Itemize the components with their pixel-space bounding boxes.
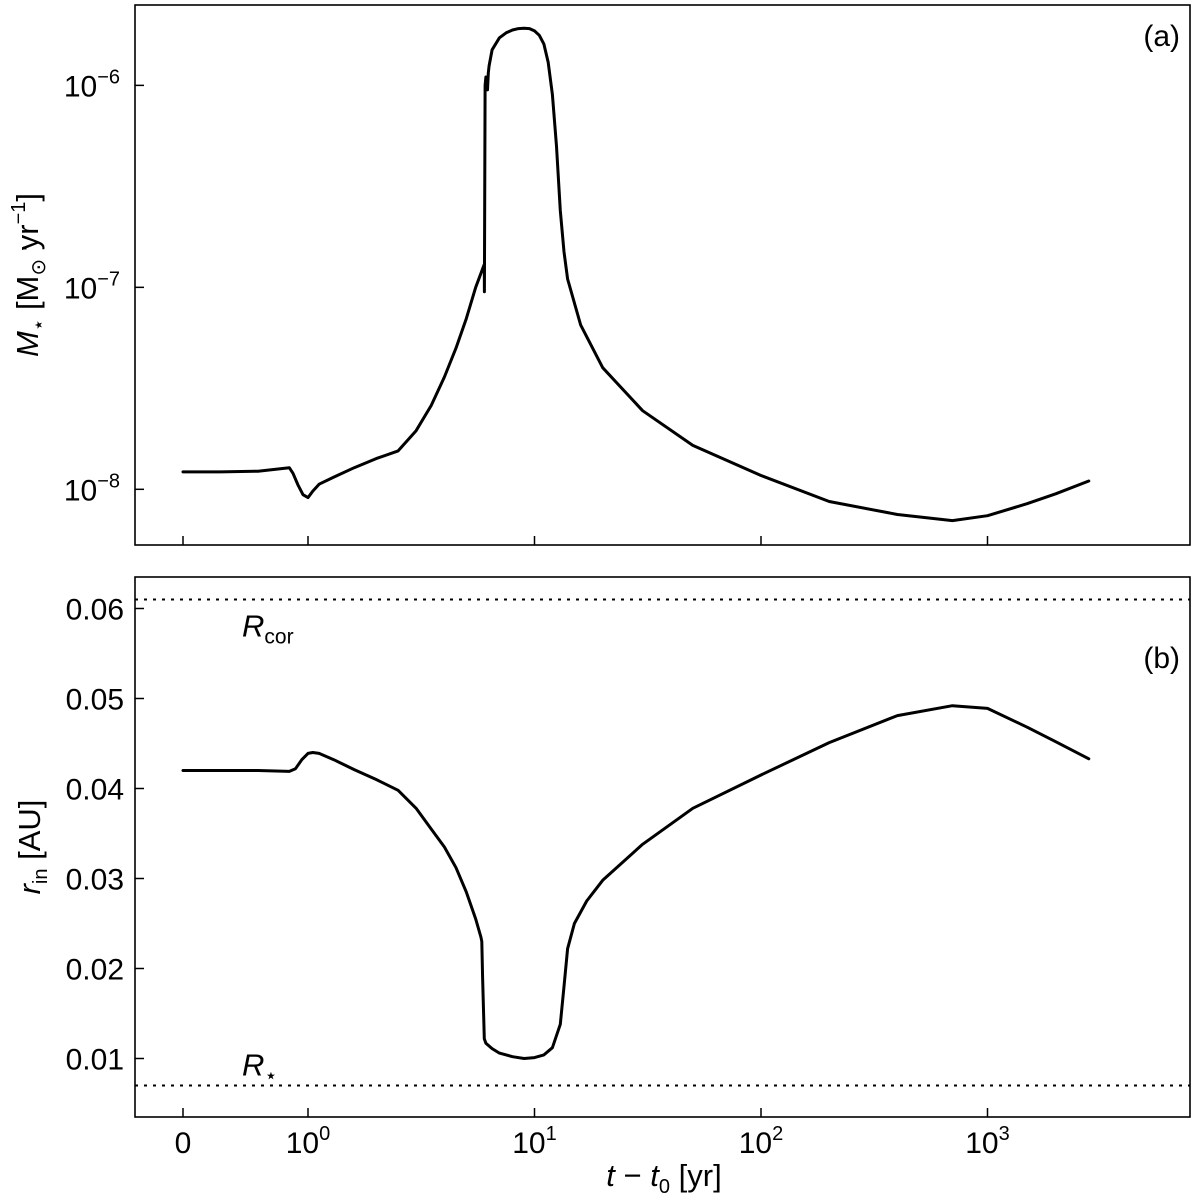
panel-a-y-tick-label: 10−8: [64, 470, 120, 507]
inner-radius-curve: [181, 704, 1091, 1060]
panel-b-x-ticks: 0 100 101 102 103: [175, 1108, 1010, 1160]
panel-b-frame: [134, 576, 1191, 1118]
panel-b-inner-radius: 0 100 101 102 103 0.01 0.02 0.03 0.04 0.05 0.06 R…: [12, 576, 1191, 1198]
panel-a-tag: (a): [1143, 20, 1180, 53]
x-axis-label: t − t0 [yr]: [606, 1158, 721, 1198]
accretion-rate-curve: [181, 26, 1091, 523]
panel-b-y-tick-label: 0.05: [66, 684, 124, 717]
panel-b-y-tick-label: 0.03: [66, 864, 124, 897]
x-tick-label: 103: [965, 1123, 1010, 1160]
panel-b-y-tick-label: 0.04: [66, 774, 124, 807]
reference-line-label: R⋆: [242, 1048, 278, 1088]
reference-line-label: Rcor: [242, 609, 294, 649]
panel-a-y-ticks: 10−8 10−7 10−6: [64, 66, 144, 507]
panel-a-accretion-rate: 10−8 10−7 10−6 (a) M⋆ [M⊙ yr−1] ·: [7, 4, 1191, 546]
panel-b-tag: (b): [1143, 642, 1180, 675]
panel-b-y-axis-label: rin [AU]: [12, 800, 52, 895]
x-tick-label: 102: [739, 1123, 784, 1160]
panel-a-x-ticks: [182, 536, 989, 545]
m-dot-accent: ·: [7, 243, 40, 253]
panel-b-y-tick-label: 0.02: [66, 954, 124, 987]
reference-lines: Rcor R⋆: [135, 598, 1190, 1088]
panel-a-y-tick-label: 10−7: [64, 268, 120, 305]
panel-a-y-tick-label: 10−6: [64, 66, 120, 103]
panel-b-y-tick-label: 0.01: [66, 1044, 124, 1077]
panel-b-y-ticks: 0.01 0.02 0.03 0.04 0.05 0.06: [66, 594, 144, 1077]
panel-b-y-tick-label: 0.06: [66, 594, 124, 627]
x-tick-label: 100: [286, 1123, 331, 1160]
x-tick-label: 0: [175, 1127, 192, 1160]
x-tick-label: 101: [512, 1123, 557, 1160]
panel-a-y-axis-label: M⋆ [M⊙ yr−1]: [8, 193, 50, 357]
panel-a-frame: [134, 4, 1191, 546]
